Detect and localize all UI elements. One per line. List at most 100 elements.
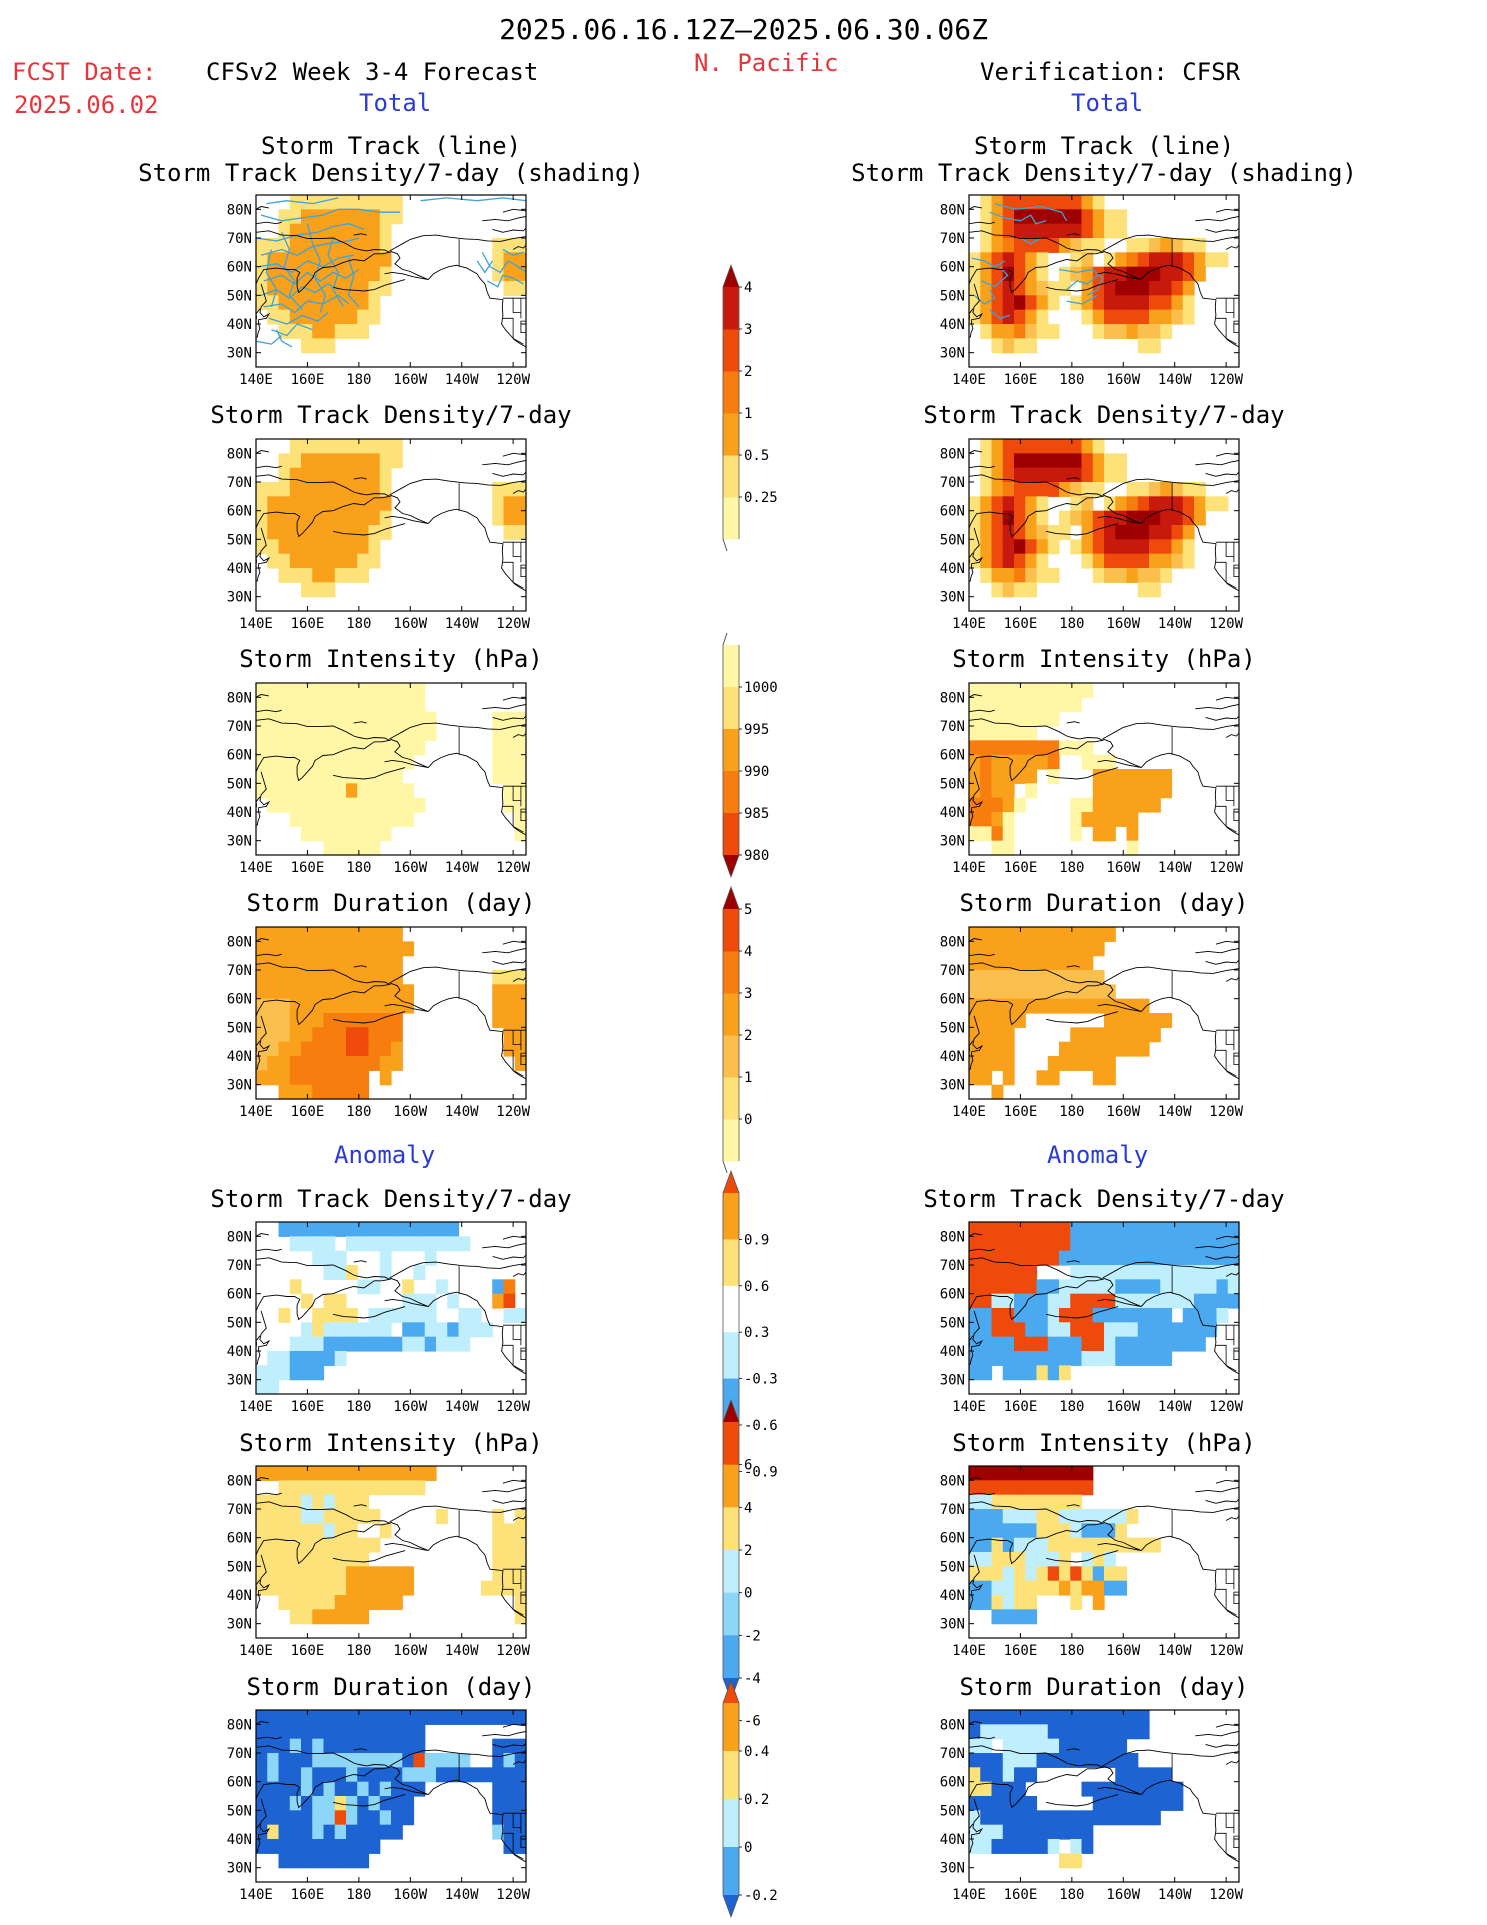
shading-cell <box>334 1523 347 1539</box>
shading-cell <box>357 453 370 469</box>
shading-cell <box>379 927 392 942</box>
shading-cell <box>1059 1308 1071 1323</box>
shading-cell <box>1092 525 1105 540</box>
shading-cell <box>1014 266 1026 282</box>
shading-cell <box>368 1796 381 1811</box>
shading-cell <box>312 281 325 296</box>
shading-cell <box>368 467 381 483</box>
shading-cell <box>346 769 358 784</box>
shading-cell <box>514 998 527 1014</box>
shading-cell <box>357 1084 370 1100</box>
shading-cell <box>323 1824 336 1840</box>
shading-cell <box>1059 1056 1071 1071</box>
shading-cell <box>346 840 358 856</box>
shading-cell <box>357 726 370 741</box>
shading-cell <box>256 1767 268 1783</box>
shading-cell <box>492 238 505 253</box>
shading-cell <box>346 1041 358 1057</box>
shading-cell <box>1137 281 1150 296</box>
shading-cell <box>1104 1509 1116 1524</box>
shading-cell <box>503 984 516 1000</box>
shading-cell <box>346 1552 358 1567</box>
shading-cell <box>256 510 268 526</box>
shading-cell <box>1149 510 1161 526</box>
shading-cell <box>503 482 516 497</box>
shading-cell <box>969 553 981 569</box>
shading-cell <box>969 1222 981 1237</box>
shading-cell <box>1216 1293 1229 1309</box>
shading-cell <box>391 1336 403 1352</box>
shading-cell <box>991 1494 1004 1510</box>
shading-cell <box>969 740 981 756</box>
shading-cell <box>346 1839 358 1854</box>
shading-cell <box>368 1781 381 1797</box>
shading-cell <box>1025 1537 1038 1553</box>
shading-cell <box>278 1494 291 1510</box>
shading-cell <box>1182 309 1195 325</box>
shading-cell <box>267 1710 280 1725</box>
shading-cell <box>1070 1027 1083 1043</box>
shading-cell <box>503 1710 516 1725</box>
shading-cell <box>1115 496 1128 512</box>
shading-cell <box>1126 1537 1139 1553</box>
shading-cell <box>1036 970 1049 985</box>
shading-cell <box>402 1322 415 1338</box>
shading-cell <box>1205 1236 1218 1252</box>
shading-cell <box>301 238 313 253</box>
shading-cell <box>289 1796 302 1811</box>
shading-cell <box>1025 1250 1038 1266</box>
shading-cell <box>256 1466 268 1481</box>
coastline <box>389 1749 467 1767</box>
coastline <box>969 1492 995 1496</box>
shading-cell <box>357 1027 370 1043</box>
coastline <box>353 721 367 724</box>
shading-cell <box>301 1056 313 1071</box>
shading-cell <box>969 998 981 1014</box>
shading-cell <box>256 683 268 698</box>
shading-cell <box>1036 1308 1049 1323</box>
shading-cell <box>969 1781 981 1797</box>
shading-cell <box>1036 252 1049 268</box>
shading-cell <box>1182 510 1195 526</box>
coastline <box>466 724 526 730</box>
shading-cell <box>514 266 527 282</box>
shading-cell <box>1126 238 1139 253</box>
shading-cell <box>368 496 381 512</box>
shading-cell <box>301 1810 313 1826</box>
shading-cell <box>301 1480 313 1496</box>
shading-cell <box>1036 1738 1049 1754</box>
shading-cell <box>379 1810 392 1826</box>
shading-cell <box>289 266 302 282</box>
shading-cell <box>1002 1027 1015 1043</box>
shading-cell <box>346 1336 358 1352</box>
shading-cell <box>492 1824 505 1840</box>
shading-cell <box>312 266 325 282</box>
shading-cell <box>1014 553 1026 569</box>
shading-cell <box>969 927 981 942</box>
shading-cell <box>1081 525 1094 540</box>
shading-cell <box>1059 1509 1071 1524</box>
shading-cell <box>980 1738 993 1754</box>
storm-track-line <box>502 248 524 256</box>
colorbar-box <box>723 287 739 330</box>
shading-cell <box>391 769 403 784</box>
shading-cell <box>391 998 403 1014</box>
shading-cell <box>379 1222 392 1237</box>
shading-cell <box>334 1824 347 1840</box>
lat-tick-label: 50N <box>227 1315 252 1331</box>
coastline <box>256 1257 392 1321</box>
shading-cell <box>1137 525 1150 540</box>
lat-tick-label: 30N <box>940 590 965 606</box>
shading-cell <box>278 1365 291 1381</box>
shading-cell <box>379 769 392 784</box>
shading-cell <box>991 984 1004 1000</box>
shading-cell <box>301 539 313 555</box>
shading-cell <box>1047 711 1060 727</box>
shading-cell <box>492 1710 505 1725</box>
shading-cell <box>1115 1236 1128 1252</box>
shading-cell <box>991 1595 1004 1610</box>
shading-cell <box>424 1710 437 1725</box>
shading-cell <box>1194 510 1206 526</box>
shading-cell <box>289 1824 302 1840</box>
shading-cell <box>267 1810 280 1826</box>
